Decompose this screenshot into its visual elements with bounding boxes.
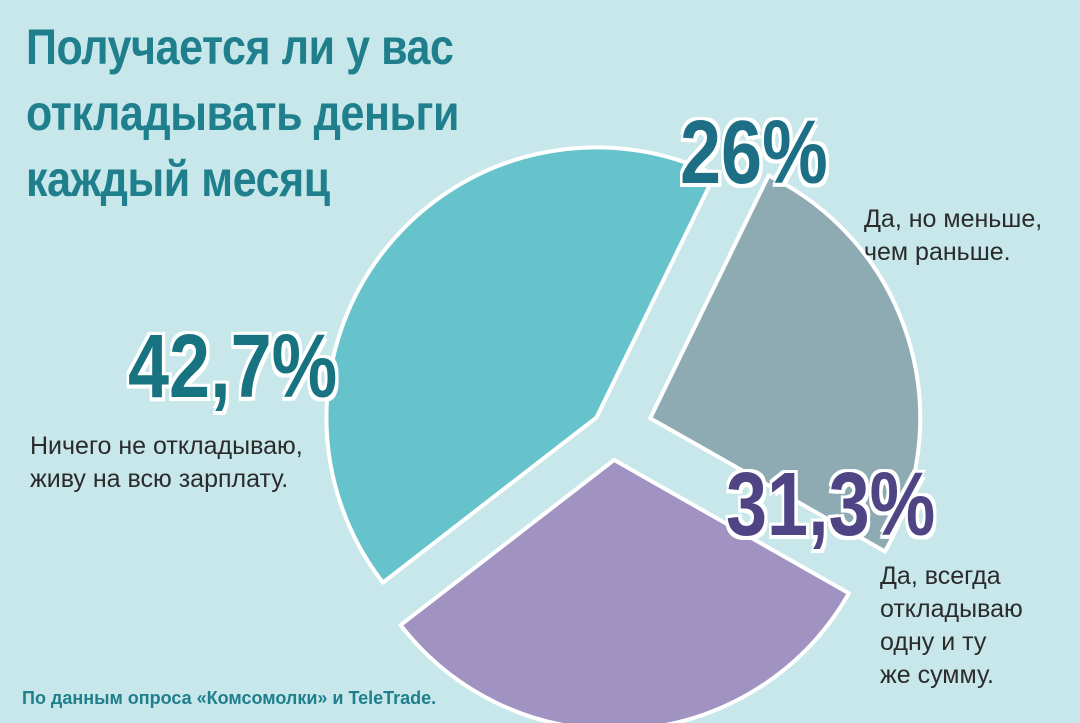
title-line-1: Получается ли у вас [26, 19, 454, 75]
pie-slice-yes-less [648, 173, 923, 554]
caption-line: чем раньше. [864, 238, 1011, 266]
slice-label-yes-less: 26% [679, 103, 829, 203]
title-line-3: каждый месяц [26, 151, 330, 207]
slice-caption-nothing: Ничего не откладываю, живу на всю зарпла… [30, 430, 303, 496]
caption-line: Ничего не откладываю, [30, 432, 303, 460]
caption-line: одну и ту [880, 628, 987, 656]
pie-slice-yes-same [398, 457, 851, 723]
pie-slice-nothing [324, 145, 717, 585]
caption-line: Да, всегда [880, 562, 1001, 590]
source-note: По данным опроса «Комсомолки» и TeleTrad… [22, 688, 437, 708]
caption-line: откладываю [880, 595, 1023, 623]
caption-line: живу на всю зарплату. [30, 465, 289, 493]
caption-line: Да, но меньше, [864, 205, 1043, 233]
slice-caption-yes-less: Да, но меньше, чем раньше. [864, 203, 1042, 269]
slice-caption-yes-same: Да, всегда откладываю одну и ту же сумму… [880, 560, 1023, 692]
slice-label-nothing: 42,7% [127, 317, 339, 417]
caption-line: же сумму. [880, 661, 994, 689]
chart-title: Получается ли у вас откладывать деньги к… [26, 14, 459, 212]
slice-label-yes-same: 31,3% [725, 455, 937, 555]
title-line-2: откладывать деньги [26, 85, 459, 141]
